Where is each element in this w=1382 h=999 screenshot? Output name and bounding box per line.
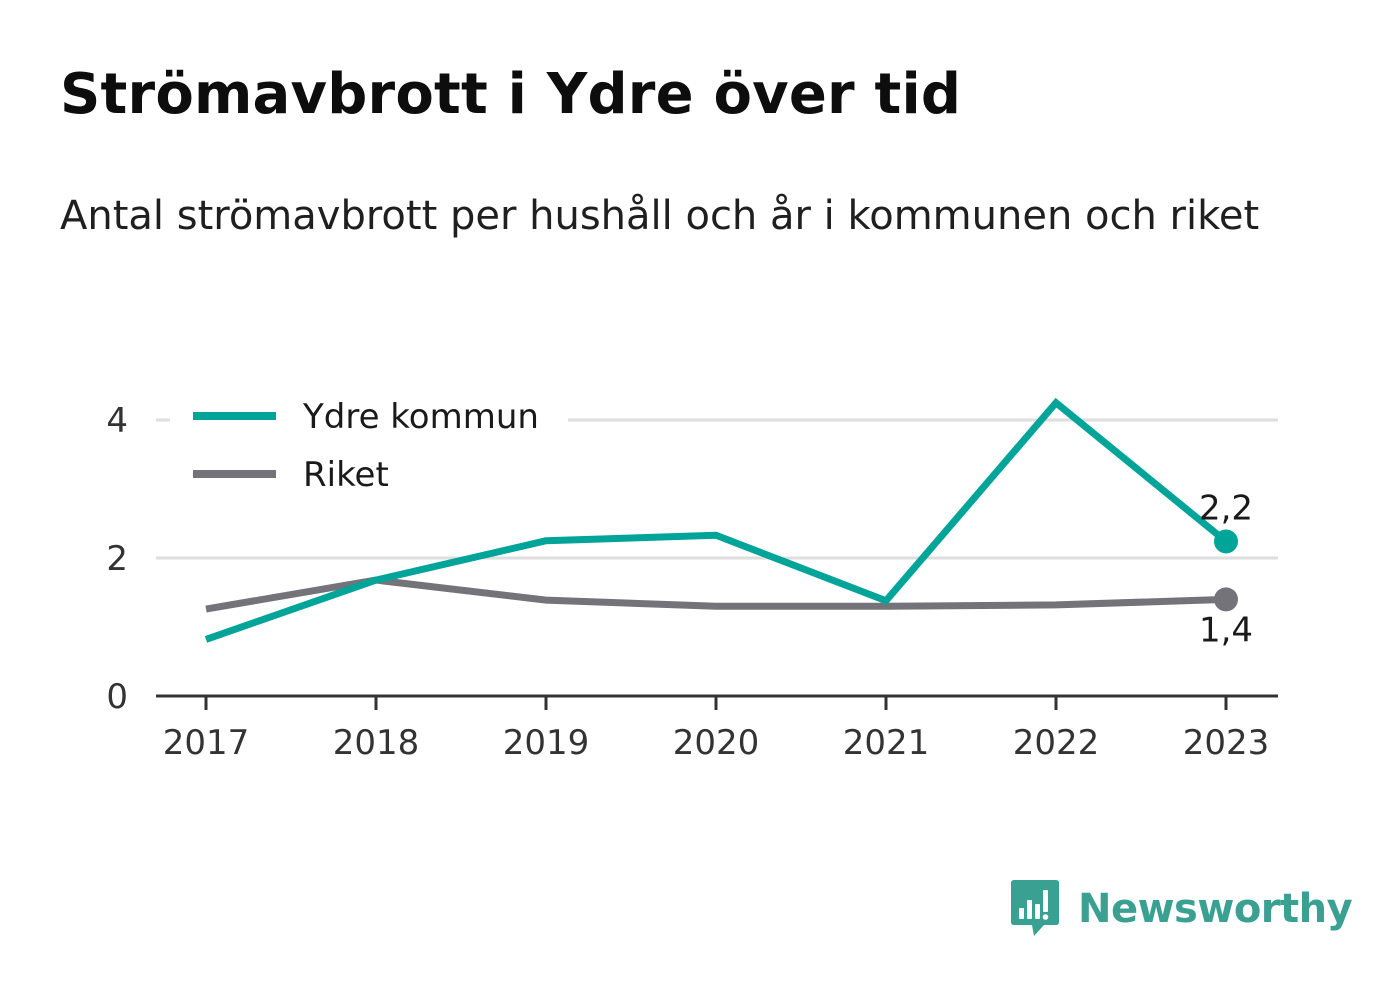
x-tick-label-2017: 2017 [163, 723, 250, 763]
x-axis: 2017 2018 2019 2020 2021 2022 2023 [156, 694, 1278, 763]
y-tick-label-4: 4 [106, 401, 128, 441]
x-tick-label-2022: 2022 [1013, 723, 1100, 763]
chart-subtitle: Antal strömavbrott per hushåll och år i … [60, 193, 1260, 239]
x-tick-label-2023: 2023 [1183, 723, 1270, 763]
chart-title: Strömavbrott i Ydre över tid [60, 62, 962, 127]
x-tick-label-2019: 2019 [503, 723, 590, 763]
legend-label-ydre-kommun: Ydre kommun [302, 397, 539, 437]
x-tick-label-2021: 2021 [843, 723, 930, 763]
legend: Ydre kommun Riket [170, 386, 568, 504]
y-axis: 0 2 4 [106, 401, 128, 717]
y-tick-label-2: 2 [106, 539, 128, 579]
legend-label-riket: Riket [303, 455, 389, 495]
end-point-ydre-kommun [1214, 529, 1238, 554]
end-labels: 2,2 1,4 [1199, 488, 1253, 650]
y-tick-label-0: 0 [106, 677, 128, 717]
series-lines [204, 397, 1238, 643]
end-point-riket [1214, 587, 1238, 612]
newsworthy-logo-icon [1011, 880, 1059, 936]
series-line-ydre-kommun [204, 397, 1229, 643]
data-label-ydre-kommun: 2,2 [1199, 488, 1253, 528]
x-tick-label-2018: 2018 [333, 723, 420, 763]
legend-background [170, 386, 568, 504]
x-tick-label-2020: 2020 [673, 723, 760, 763]
newsworthy-logo: Newsworthy [1010, 878, 1353, 940]
data-label-riket: 1,4 [1199, 610, 1253, 650]
brand-name: Newsworthy [1078, 886, 1353, 932]
